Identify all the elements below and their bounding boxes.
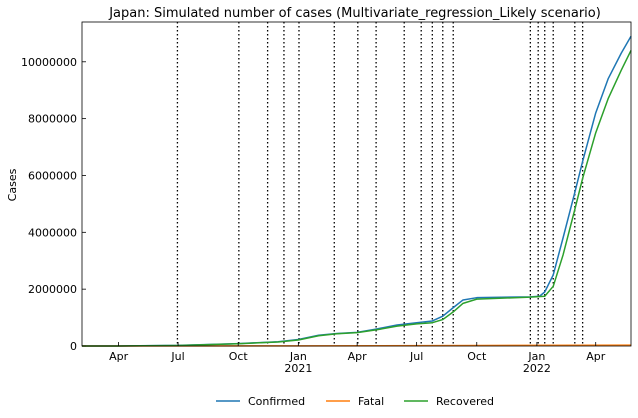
chart-title: Japan: Simulated number of cases (Multiv… bbox=[108, 6, 601, 21]
series-lines bbox=[81, 35, 632, 347]
x-tick-label: Apr bbox=[586, 350, 606, 363]
chart-legend: Confirmed Fatal Recovered bbox=[216, 395, 494, 408]
x-tick-label: Jul bbox=[170, 350, 184, 363]
y-tick-label: 0 bbox=[70, 340, 77, 353]
x-tick-year-label: 2022 bbox=[523, 362, 551, 375]
legend-label-recovered: Recovered bbox=[436, 395, 494, 408]
x-tick-label: Oct bbox=[229, 350, 249, 363]
y-tick-label: 10000000 bbox=[21, 56, 77, 69]
x-tick-label: Oct bbox=[467, 350, 487, 363]
legend-label-fatal: Fatal bbox=[358, 395, 384, 408]
y-tick-label: 6000000 bbox=[28, 169, 77, 182]
y-tick-label: 2000000 bbox=[28, 283, 77, 296]
x-tick-label: Apr bbox=[109, 350, 129, 363]
series-line-recovered bbox=[81, 50, 632, 347]
y-axis-label: Cases bbox=[6, 168, 19, 201]
x-tick-label: Jan bbox=[289, 350, 307, 363]
x-tick-year-label: 2021 bbox=[284, 362, 312, 375]
plot-frame bbox=[81, 21, 632, 347]
x-tick-label: Jan bbox=[527, 350, 545, 363]
x-tick-label: Jul bbox=[409, 350, 423, 363]
y-tick-label: 8000000 bbox=[28, 113, 77, 126]
legend-label-confirmed: Confirmed bbox=[248, 395, 305, 408]
y-tick-label: 4000000 bbox=[28, 226, 77, 239]
series-line-confirmed bbox=[81, 35, 632, 347]
x-tick-label: Apr bbox=[348, 350, 368, 363]
y-axis-ticks: 0 2000000 4000000 6000000 8000000 10000000 bbox=[21, 56, 86, 353]
